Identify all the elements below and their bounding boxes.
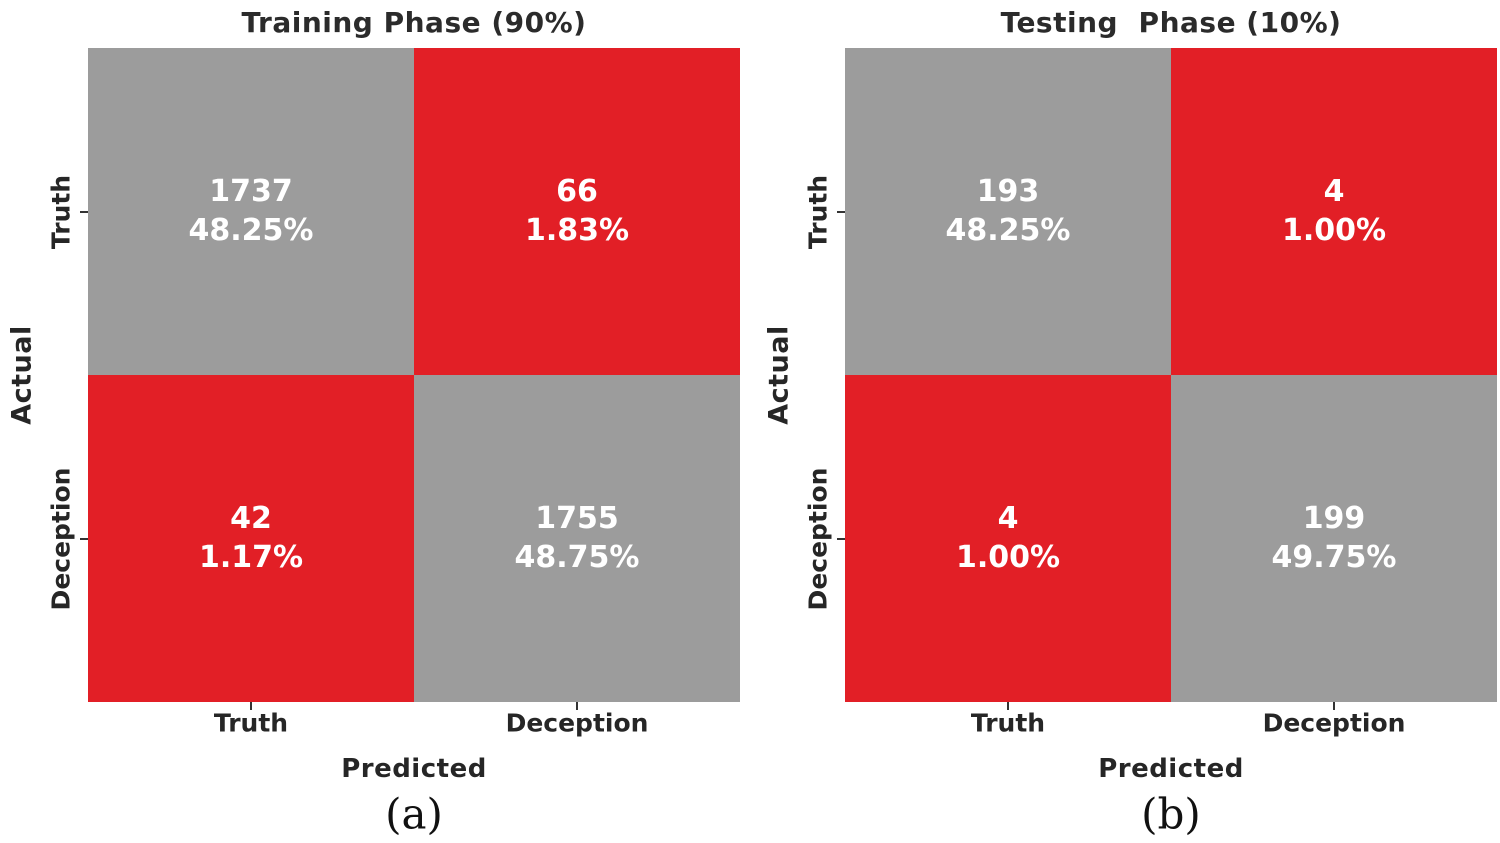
cell-deception-truth: 4 1.00% [845, 375, 1171, 702]
testing-phase-panel: Testing Phase (10%) Actual Truth Decepti… [757, 0, 1500, 843]
y-tick-mark [837, 211, 845, 213]
y-axis-label-actual: Actual [763, 325, 795, 425]
cell-deception-truth: 42 1.17% [88, 375, 414, 702]
cell-truth-deception: 66 1.83% [414, 48, 740, 375]
cell-percent: 1.17% [198, 539, 304, 575]
cell-deception-deception: 1755 48.75% [414, 375, 740, 702]
cell-count: 66 [556, 174, 598, 210]
y-tick-deception: Deception [803, 467, 833, 611]
cell-count: 1755 [535, 501, 619, 537]
cell-percent: 48.25% [188, 212, 314, 248]
y-tick-mark [80, 211, 88, 213]
cell-count: 4 [997, 501, 1019, 537]
y-tick-truth: Truth [46, 174, 76, 250]
cell-truth-truth: 193 48.25% [845, 48, 1171, 375]
cell-count: 42 [230, 501, 272, 537]
y-tick-truth: Truth [803, 174, 833, 250]
subfigure-caption-a: (a) [385, 789, 443, 839]
y-tick-deception: Deception [46, 467, 76, 611]
y-axis-label-actual: Actual [6, 325, 38, 425]
confusion-matrix-training: 1737 48.25% 66 1.83% 42 1.17% 1755 48.75… [88, 48, 740, 702]
subfigure-caption-b: (b) [1141, 789, 1201, 839]
y-tick-mark [837, 538, 845, 540]
x-tick-deception: Deception [1262, 708, 1406, 738]
cell-count: 193 [976, 174, 1040, 210]
x-tick-mark [576, 702, 578, 710]
cell-percent: 49.75% [1271, 539, 1397, 575]
cell-count: 199 [1302, 501, 1366, 537]
cell-percent: 48.75% [514, 539, 640, 575]
cell-percent: 1.00% [955, 539, 1061, 575]
x-tick-mark [1007, 702, 1009, 710]
training-phase-panel: Training Phase (90%) Actual Truth Decept… [0, 0, 743, 843]
panel-title-training: Training Phase (90%) [241, 6, 587, 39]
x-tick-mark [1333, 702, 1335, 710]
cell-count: 4 [1323, 174, 1345, 210]
y-tick-mark [80, 538, 88, 540]
cell-truth-deception: 4 1.00% [1171, 48, 1497, 375]
x-tick-deception: Deception [505, 708, 649, 738]
cell-deception-deception: 199 49.75% [1171, 375, 1497, 702]
cell-percent: 48.25% [945, 212, 1071, 248]
x-tick-truth: Truth [970, 708, 1046, 738]
x-axis-label-predicted: Predicted [341, 754, 487, 784]
cell-truth-truth: 1737 48.25% [88, 48, 414, 375]
cell-percent: 1.00% [1281, 212, 1387, 248]
cell-count: 1737 [209, 174, 293, 210]
x-tick-truth: Truth [213, 708, 289, 738]
confusion-matrix-testing: 193 48.25% 4 1.00% 4 1.00% 199 49.75% [845, 48, 1497, 702]
panel-title-testing: Testing Phase (10%) [1000, 6, 1342, 39]
cell-percent: 1.83% [524, 212, 630, 248]
x-axis-label-predicted: Predicted [1098, 754, 1244, 784]
x-tick-mark [250, 702, 252, 710]
